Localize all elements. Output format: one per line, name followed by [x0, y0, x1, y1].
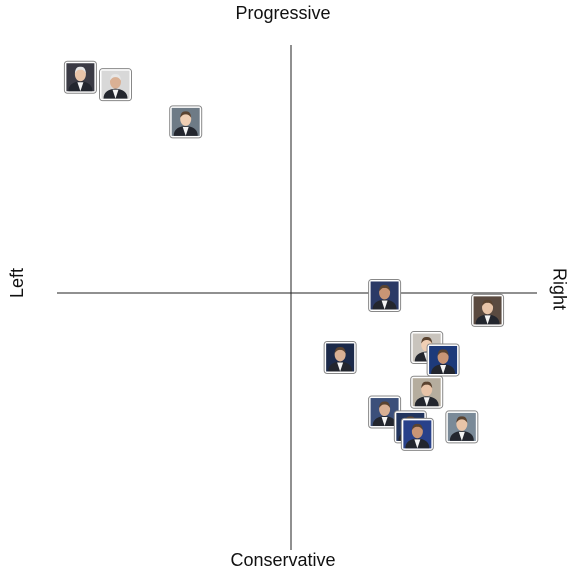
photo-hair: [411, 423, 423, 431]
photo-shirt: [414, 439, 421, 449]
bottom-label: Conservative: [230, 550, 335, 570]
photo-hair: [482, 299, 494, 307]
photo-shirt: [484, 315, 491, 325]
candidate-photo: [400, 417, 434, 451]
photo-face: [437, 349, 449, 364]
candidate-photo: [426, 343, 460, 377]
photo-shirt: [112, 89, 119, 99]
photo-hair: [110, 74, 121, 81]
photo-face: [456, 416, 468, 431]
photo-face: [379, 402, 391, 417]
photo-shirt: [381, 417, 388, 427]
photo-shirt: [381, 300, 388, 310]
photo-hair: [379, 401, 391, 409]
photo-hair: [421, 381, 433, 389]
photo-shirt: [440, 364, 447, 374]
photo-hair: [421, 337, 433, 344]
photo-face: [74, 67, 86, 82]
candidate-photo: [169, 105, 203, 139]
photo-hair: [456, 416, 468, 423]
photo-shirt: [182, 126, 189, 136]
photo-hair: [74, 66, 86, 74]
photo-hair: [334, 346, 346, 354]
photo-shirt: [337, 362, 344, 372]
photo-face: [180, 111, 192, 126]
photo-shirt: [458, 431, 465, 441]
photo-face: [411, 424, 423, 439]
candidate-photo: [63, 60, 97, 94]
photo-hair: [180, 111, 192, 118]
top-label: Progressive: [235, 3, 330, 23]
right-label: Right: [549, 268, 569, 310]
photo-shirt: [423, 397, 430, 407]
candidate-photo: [445, 410, 479, 444]
candidate-photo: [471, 293, 505, 327]
photo-face: [421, 382, 433, 397]
left-label: Left: [7, 268, 27, 298]
photo-face: [379, 285, 391, 300]
photo-face: [334, 347, 346, 362]
photo-face: [482, 300, 494, 315]
photo-hair: [379, 284, 391, 292]
candidate-photo: [99, 68, 132, 102]
candidate-photo: [323, 340, 357, 374]
candidate-photo: [410, 375, 444, 409]
photo-shirt: [77, 82, 84, 92]
photo-face: [110, 74, 121, 89]
candidate-photo: [368, 278, 402, 312]
photo-hair: [437, 349, 449, 356]
